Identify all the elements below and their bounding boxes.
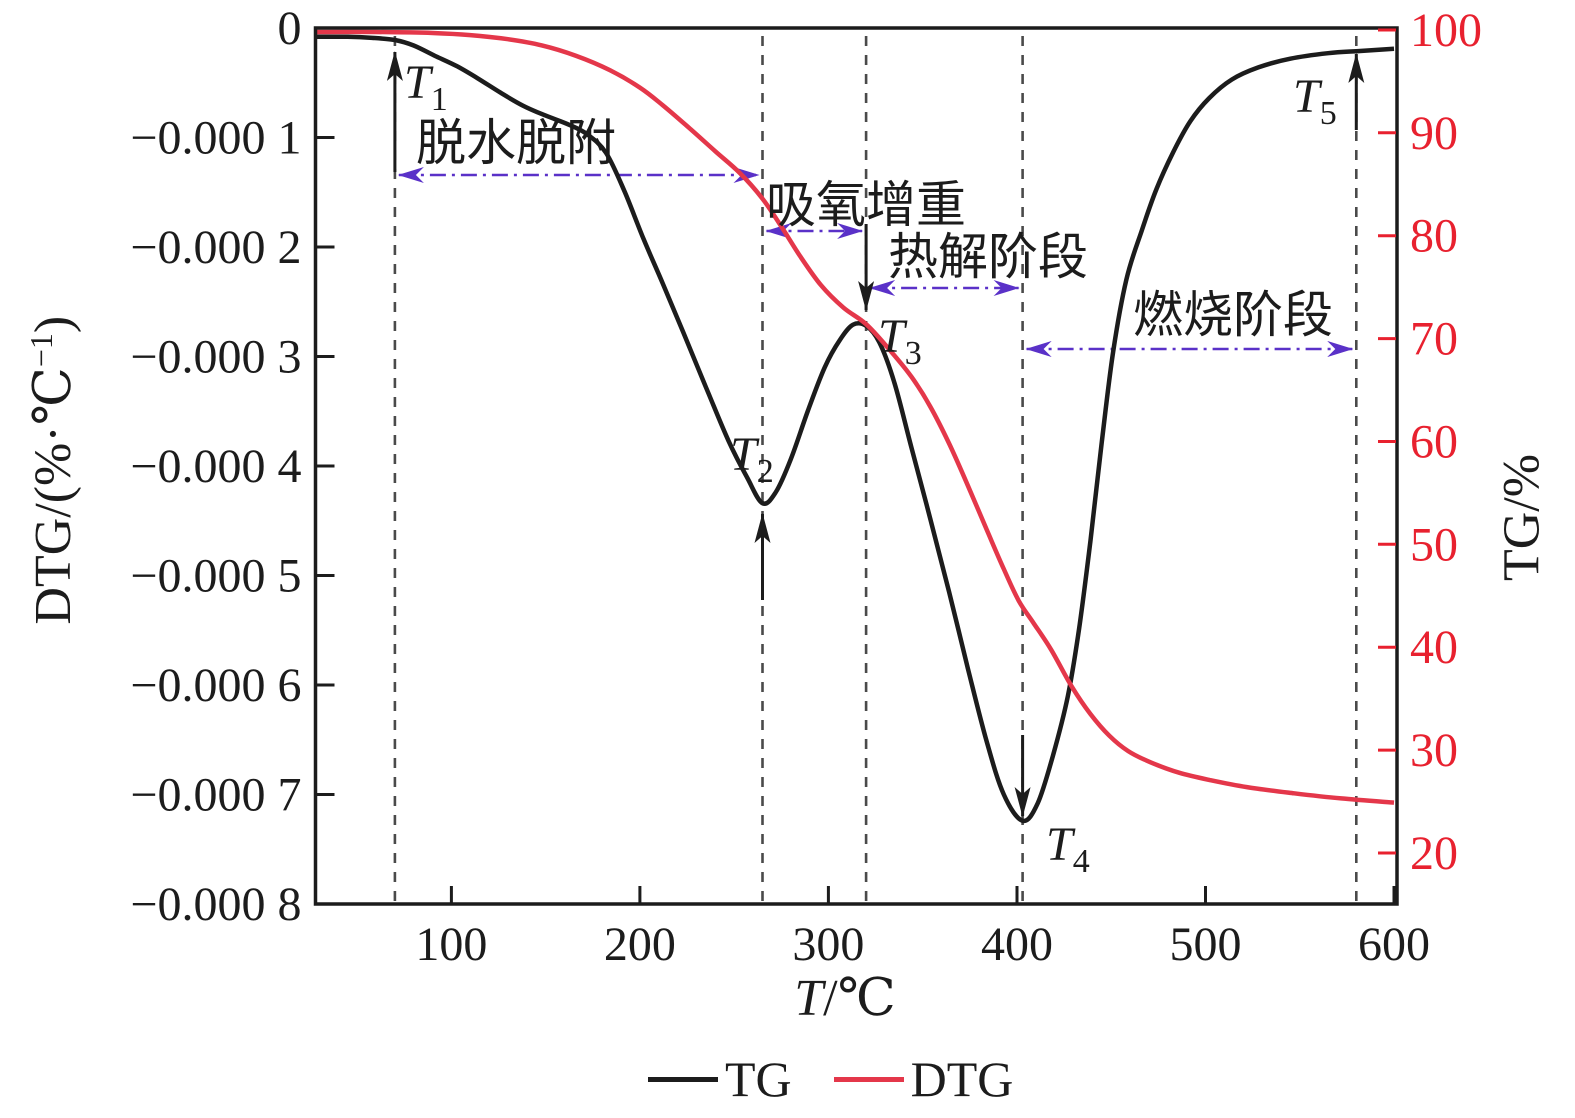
right-tick-label: 40 — [1410, 621, 1458, 674]
left-tick-label: −0.000 1 — [130, 112, 301, 165]
right-tick-label: 90 — [1410, 107, 1458, 160]
right-tick-label: 70 — [1410, 313, 1458, 366]
x-tick-label: 500 — [1170, 918, 1242, 971]
right-tick-label: 80 — [1410, 210, 1458, 263]
left-tick-label: 0 — [278, 2, 302, 55]
legend-item-dtg: DTG — [833, 1050, 1014, 1108]
right-tick-label: 20 — [1410, 827, 1458, 880]
stage-label-3: 热解阶段 — [888, 229, 1088, 285]
left-axis-title: DTG/(%·℃−1) — [22, 315, 83, 625]
legend-label-tg: TG — [725, 1051, 792, 1107]
stage-label-2: 吸氧增重 — [766, 177, 966, 233]
x-tick-label: 600 — [1358, 918, 1430, 971]
left-tick-label: −0.000 4 — [130, 440, 301, 493]
t2-label: T2 — [730, 428, 774, 490]
x-axis-title: T/℃ — [794, 970, 896, 1027]
left-tick-label: −0.000 7 — [130, 769, 301, 822]
left-tick-label: −0.000 6 — [130, 659, 301, 712]
tg-line-swatch — [648, 1076, 718, 1082]
right-tick-label: 30 — [1410, 724, 1458, 777]
left-tick-label: −0.000 5 — [130, 550, 301, 603]
left-tick-label: −0.000 8 — [130, 878, 301, 931]
dtg-line-swatch — [833, 1076, 904, 1082]
stage-label-1: 脱水脱附 — [416, 115, 616, 171]
left-tick-label: −0.000 2 — [130, 221, 301, 274]
t1-label: T1 — [404, 56, 448, 118]
right-tick-label: 60 — [1410, 416, 1458, 469]
plot-border — [313, 26, 1399, 906]
t5-label: T5 — [1293, 70, 1337, 132]
x-tick-label: 400 — [981, 918, 1053, 971]
x-tick-label: 100 — [415, 918, 487, 971]
legend-label-dtg: DTG — [910, 1051, 1014, 1107]
legend-item-tg: TG — [648, 1050, 792, 1108]
right-axis-title: TG/% — [1493, 453, 1551, 582]
dtg-curve — [316, 29, 1395, 805]
t4-label: T4 — [1046, 818, 1090, 880]
t3-label: T3 — [878, 310, 922, 372]
right-tick-label: 50 — [1410, 518, 1458, 571]
x-tick-label: 300 — [792, 918, 864, 971]
stage-label-4: 燃烧阶段 — [1133, 287, 1333, 343]
left-tick-label: −0.000 3 — [130, 331, 301, 384]
right-tick-label: 100 — [1410, 4, 1482, 57]
legend: TG DTG — [648, 1050, 1013, 1108]
x-tick-label: 200 — [604, 918, 676, 971]
